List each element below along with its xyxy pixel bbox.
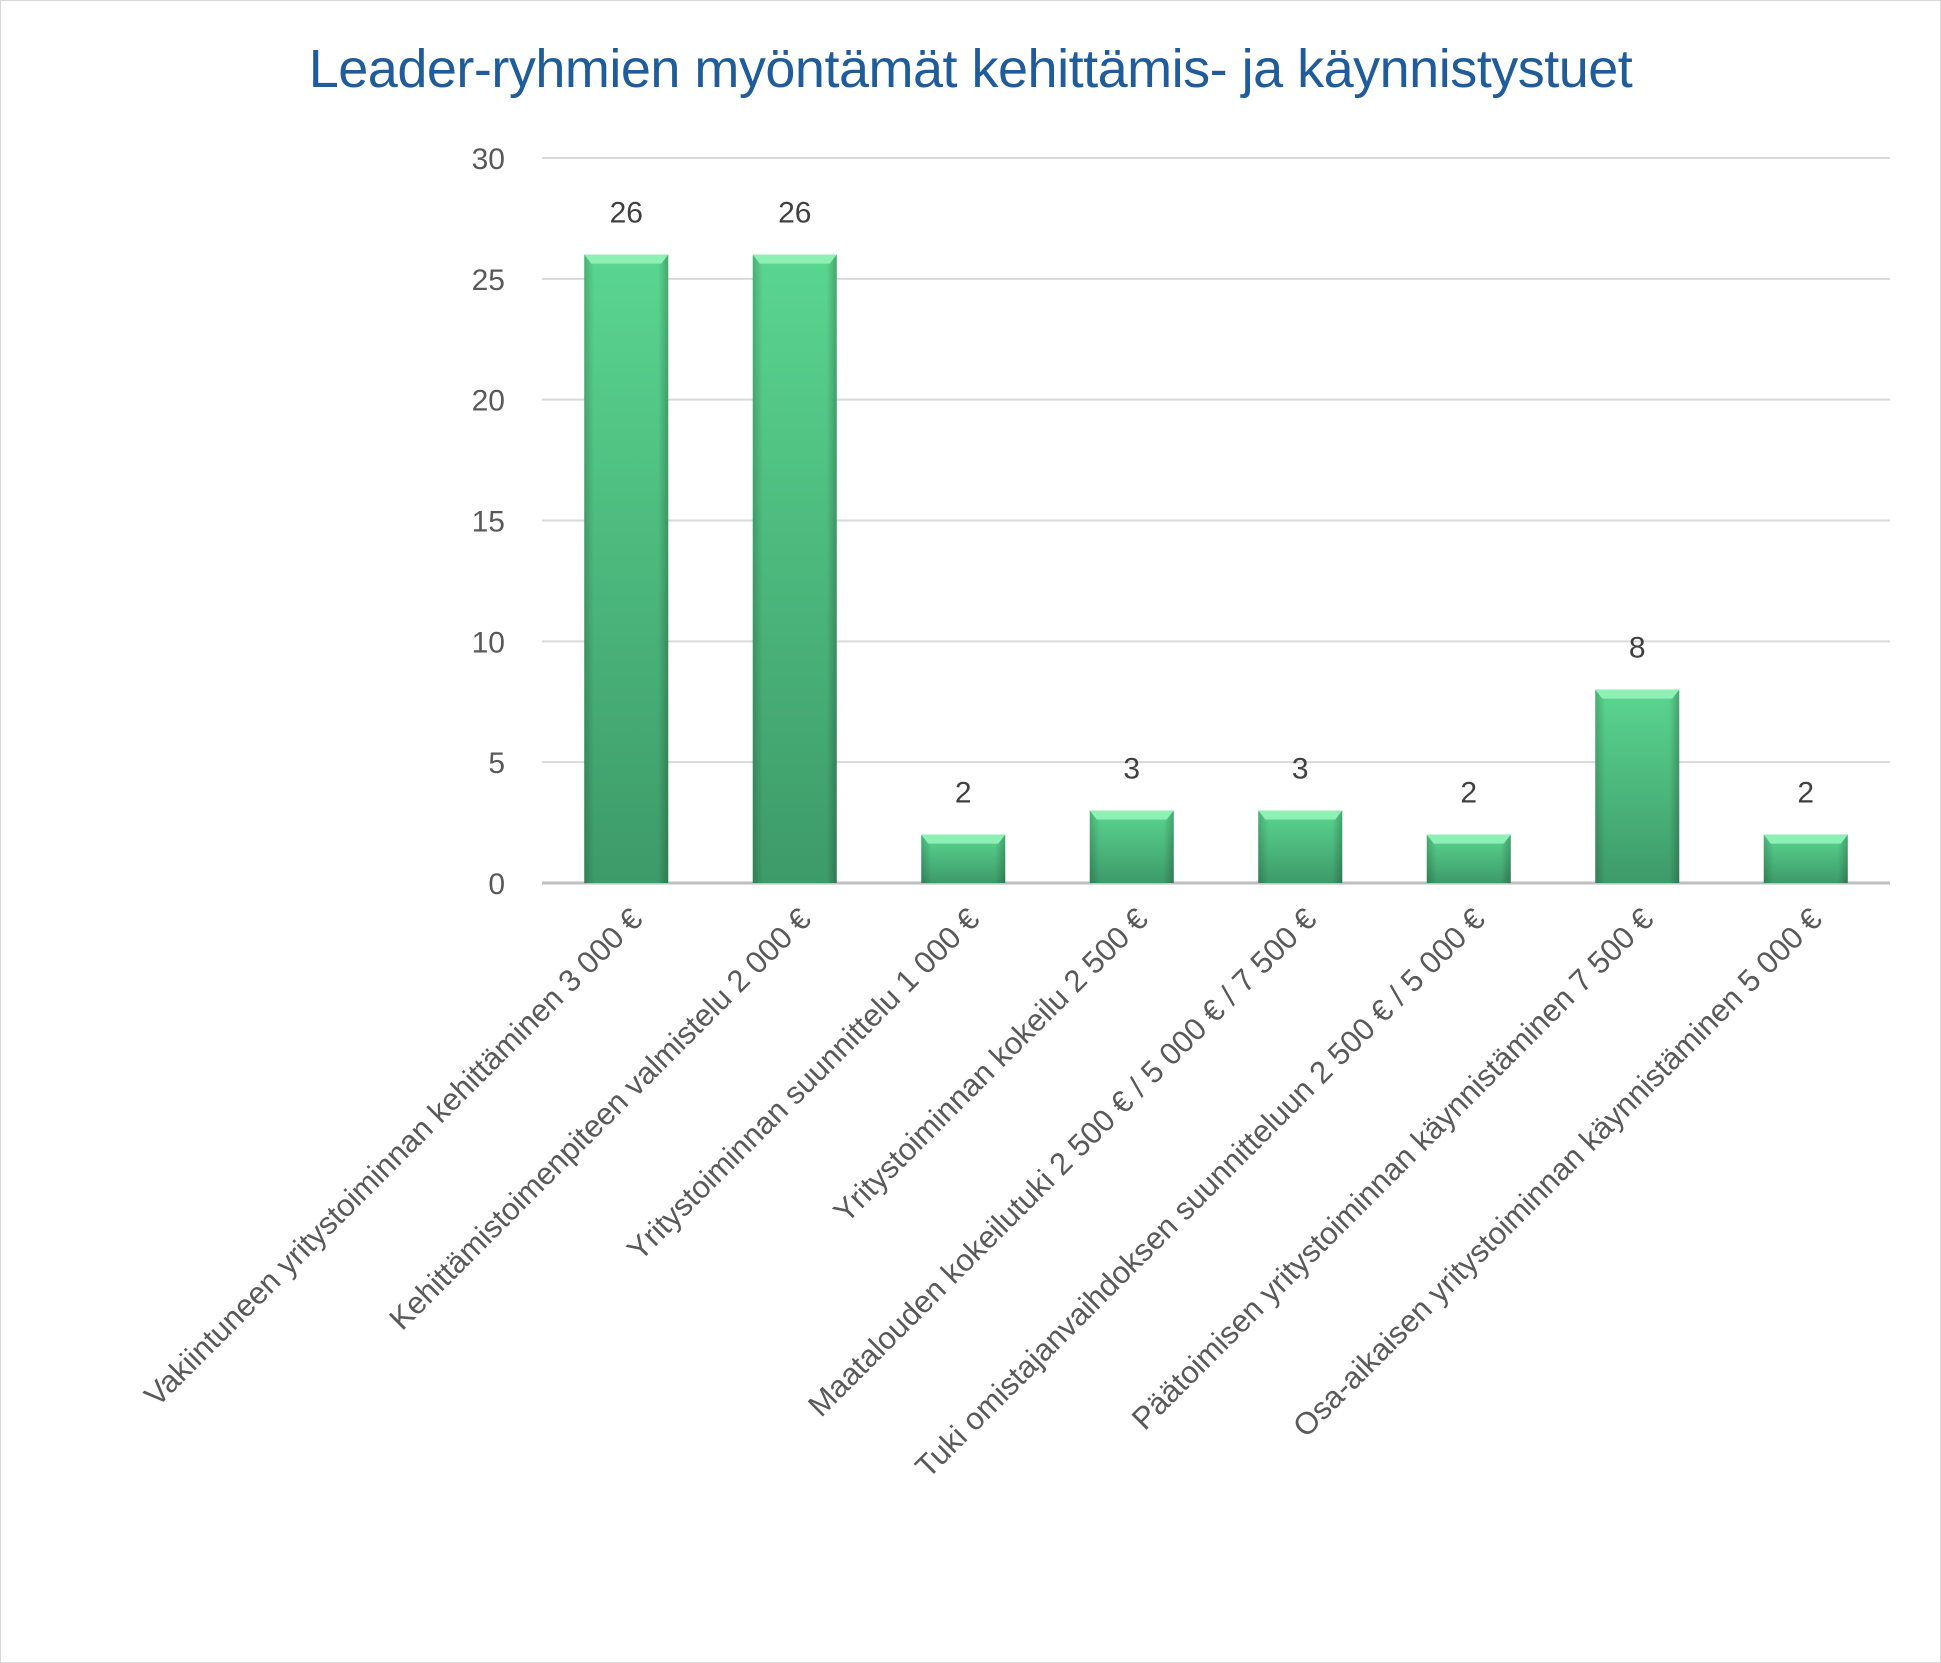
y-tick-label: 15 <box>472 506 505 539</box>
bar <box>584 254 669 883</box>
y-tick-label: 5 <box>488 747 505 780</box>
bar-shade <box>752 254 837 883</box>
data-label: 8 <box>1629 632 1646 665</box>
x-category-label: Tuki omistajanvaihdoksen suunnitteluun 2… <box>908 901 1491 1484</box>
bar <box>752 254 837 883</box>
data-labels: 26 26 2 3 3 2 8 2 <box>610 197 1815 810</box>
bar-shade <box>1258 810 1343 883</box>
data-label: 3 <box>1292 753 1309 786</box>
bar <box>1258 810 1343 883</box>
chart-title: Leader-ryhmien myöntämät kehittämis- ja … <box>308 39 1633 99</box>
x-category-label: Yritystoiminnan kokeilu 2 500 € <box>827 901 1155 1229</box>
y-tick-label: 10 <box>472 626 505 659</box>
bar-top-bevel <box>584 254 669 264</box>
bar-shade <box>1089 810 1174 883</box>
data-label: 26 <box>610 197 643 230</box>
bar-top-bevel <box>1595 689 1680 699</box>
data-label: 2 <box>1797 777 1814 810</box>
bar-shade <box>584 254 669 883</box>
x-category-label: Yritystoiminnan suunnittelu 1 000 € <box>620 901 986 1267</box>
data-label: 3 <box>1123 753 1140 786</box>
bar-top-bevel <box>1763 834 1848 844</box>
gridlines <box>542 157 1890 885</box>
x-axis-categories: Vakiintuneen yritystoiminnan kehittämine… <box>137 901 1828 1484</box>
y-axis-ticks: 0 5 10 15 20 25 30 <box>472 143 505 901</box>
y-tick-label: 30 <box>472 143 505 176</box>
bar-top-bevel <box>1426 834 1511 844</box>
y-tick-label: 20 <box>472 385 505 418</box>
bar-top-bevel <box>752 254 837 264</box>
y-tick-label: 0 <box>488 868 505 901</box>
y-tick-label: 25 <box>472 264 505 297</box>
bar-top-bevel <box>921 834 1006 844</box>
bar <box>1426 834 1511 883</box>
bar <box>1595 689 1680 883</box>
bar <box>1763 834 1848 883</box>
bar <box>1089 810 1174 883</box>
data-label: 2 <box>955 777 972 810</box>
bar-top-bevel <box>1089 810 1174 820</box>
bars <box>584 254 1848 883</box>
bar <box>921 834 1006 883</box>
data-label: 2 <box>1460 777 1477 810</box>
data-label: 26 <box>778 197 811 230</box>
bar-top-bevel <box>1258 810 1343 820</box>
bar-shade <box>1595 689 1680 883</box>
